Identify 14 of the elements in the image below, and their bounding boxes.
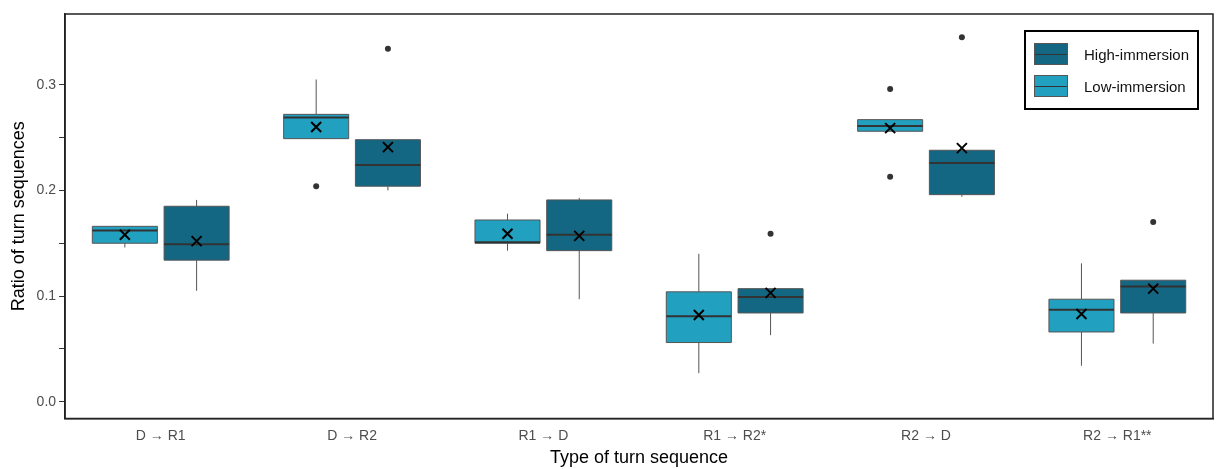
x-tick-label: D → R2 (327, 426, 378, 443)
y-tick-label: 0.1 (36, 286, 57, 303)
x-tick-label: R1 → R2* (703, 426, 767, 443)
y-tick-label: 0.0 (36, 392, 57, 409)
y-tick-label: 0.2 (36, 181, 57, 198)
x-tick-label: R2 → R1** (1083, 426, 1153, 443)
legend-label: High-immersion (1083, 45, 1189, 63)
y-tick-label: 0.3 (36, 75, 57, 92)
x-axis-title: Type of turn sequence (549, 447, 729, 468)
x-tick-label: R2 → D (901, 426, 951, 443)
x-tick-label: R1 → D (518, 426, 569, 443)
x-tick-label: D → R1 (135, 426, 186, 443)
y-axis-title: Ratio of turn sequences (7, 121, 28, 312)
legend-label: Low-immersion (1083, 77, 1186, 95)
